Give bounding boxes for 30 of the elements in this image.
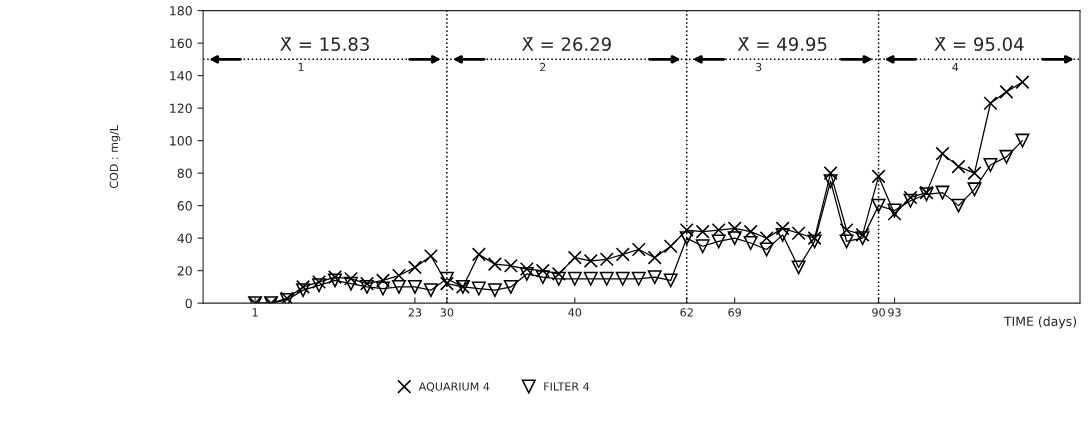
y-tick-label: 100 — [170, 136, 192, 146]
y-tick-label: 0 — [185, 298, 192, 309]
x-tick-label: 23 — [408, 308, 422, 317]
annotation: 2 — [540, 62, 546, 72]
y-axis-title: COD : mg/L — [109, 125, 121, 189]
y-tick-label: 160 — [170, 38, 192, 49]
legend-label: AQUARIUM 4 — [418, 382, 490, 392]
x-tick-label: 1 — [252, 308, 258, 317]
y-tick-label: 140 — [170, 71, 192, 81]
annotation: X̄ = 95.04 — [934, 37, 1024, 51]
y-tick-label: 80 — [177, 168, 192, 179]
legend-label: FILTER 4 — [544, 382, 590, 391]
y-tick-label: 120 — [170, 103, 192, 114]
annotation: X̄ = 15.83 — [280, 37, 369, 51]
y-tick-label: 20 — [177, 266, 192, 276]
y-tick-label: 180 — [170, 6, 192, 16]
y-tick-label: 60 — [177, 201, 192, 211]
y-tick-label: 40 — [177, 233, 192, 244]
annotation: X̄ = 49.95 — [737, 37, 827, 51]
x-tick-label: 62 — [680, 308, 693, 317]
x-tick-label: 69 — [728, 308, 741, 317]
x-tick-label: 30 — [440, 308, 454, 317]
x-tick-label: 93 — [888, 308, 901, 317]
x-axis-title: TIME (days) — [1003, 316, 1077, 329]
annotation: X̄ = 26.29 — [522, 37, 611, 51]
x-tick-label: 40 — [568, 308, 582, 317]
annotation: 4 — [952, 62, 959, 72]
annotation: 3 — [755, 62, 762, 72]
annotation: 1 — [298, 62, 304, 72]
x-tick-label: 90 — [872, 308, 885, 317]
